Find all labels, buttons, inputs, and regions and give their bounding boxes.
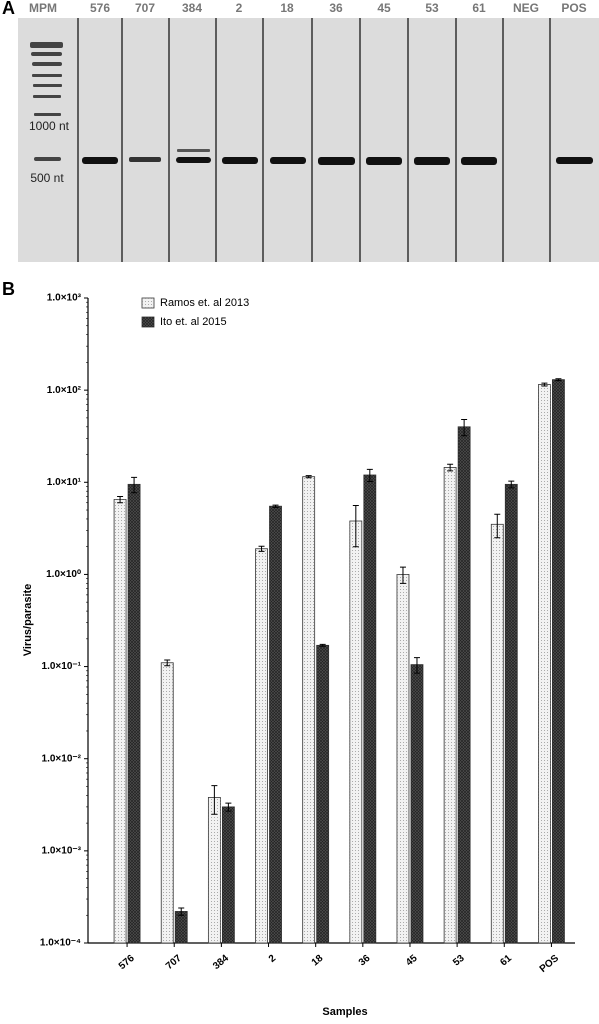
lane-label: 36 xyxy=(329,1,343,15)
error-bar xyxy=(413,657,420,674)
lane-labels: MPM 576 707 384 2 18 36 45 53 61 NEG POS xyxy=(29,1,587,15)
bar-texture xyxy=(410,664,423,943)
y-tick-label: 1.0×10⁻¹ xyxy=(42,661,82,672)
bar-texture xyxy=(222,806,235,943)
error-bar xyxy=(508,480,515,489)
legend-swatch-texture xyxy=(142,298,154,308)
lane-dividers xyxy=(77,18,551,262)
y-tick-label: 1.0×10⁻³ xyxy=(42,845,82,856)
error-bar xyxy=(319,643,326,647)
bar-texture xyxy=(269,506,282,943)
y-tick-label: 1.0×10² xyxy=(47,385,82,396)
lane-label: 576 xyxy=(90,1,110,15)
marker-label: 500 nt xyxy=(30,171,64,185)
error-bar xyxy=(272,504,279,508)
lane-label: MPM xyxy=(29,1,57,15)
bar-texture xyxy=(505,484,518,943)
error-bar xyxy=(211,785,218,815)
error-bar xyxy=(305,475,312,479)
error-bar xyxy=(117,496,124,504)
error-bar xyxy=(164,659,171,667)
bar-texture xyxy=(458,426,471,943)
error-bar xyxy=(225,802,232,812)
legend-label: Ito et. al 2015 xyxy=(160,316,227,328)
plot: 1.0×10⁻⁴ 1.0×10⁻³ 1.0×10⁻² 1.0×10⁻¹ 1.0×10⁰ 1… xyxy=(40,293,575,975)
error-bar xyxy=(541,382,548,387)
lane-label: 18 xyxy=(280,1,294,15)
error-bar xyxy=(258,545,265,552)
y-tick-label: 1.0×10³ xyxy=(47,293,82,304)
bar-texture xyxy=(396,574,409,943)
x-tick-label: 53 xyxy=(451,953,467,969)
lane-label: 61 xyxy=(472,1,486,15)
bar-texture xyxy=(363,474,376,943)
lane-label: 707 xyxy=(135,1,155,15)
panel-letter: A xyxy=(2,0,15,18)
marker-label: 1000 nt xyxy=(29,119,70,133)
ladder xyxy=(30,42,63,161)
gel xyxy=(18,18,599,262)
bar-texture xyxy=(316,645,329,943)
y-tick-label: 1.0×10⁰ xyxy=(46,569,81,580)
bar-texture xyxy=(444,467,457,943)
lane-label: 45 xyxy=(377,1,391,15)
y-tick-label: 1.0×10⁻⁴ xyxy=(40,938,81,949)
x-tick-label: 707 xyxy=(164,953,184,972)
gel-bands xyxy=(82,149,593,165)
lane-label: 384 xyxy=(182,1,202,15)
bar-texture xyxy=(114,499,127,943)
legend-swatch-texture xyxy=(142,317,154,327)
bar-texture xyxy=(552,379,565,943)
lane-label: POS xyxy=(561,1,586,15)
bar-texture xyxy=(538,384,551,943)
panel-letter: B xyxy=(2,279,15,299)
x-tick-label: 576 xyxy=(117,953,137,972)
bar-texture xyxy=(491,524,504,943)
x-tick-label: 61 xyxy=(498,953,514,969)
error-bar xyxy=(494,513,501,539)
error-bar xyxy=(178,907,185,916)
error-bar xyxy=(399,566,406,584)
error-bar xyxy=(366,468,373,482)
x-tick-label: 384 xyxy=(211,953,231,972)
y-tick-label: 1.0×10¹ xyxy=(47,477,82,488)
lane-label: 53 xyxy=(425,1,439,15)
x-tick-label: 18 xyxy=(310,953,326,969)
x-tick-label: 2 xyxy=(267,953,279,965)
y-axis-title: Virus/parasite xyxy=(22,584,34,657)
bar-texture xyxy=(349,521,362,943)
bar-texture xyxy=(161,662,174,943)
x-tick-label: POS xyxy=(538,953,562,975)
error-bar xyxy=(352,504,359,548)
y-tick-label: 1.0×10⁻² xyxy=(42,753,82,764)
bar-texture xyxy=(255,548,268,943)
error-bar xyxy=(131,476,138,494)
bar-texture xyxy=(208,797,221,943)
error-bar xyxy=(447,463,454,472)
lane-label: 2 xyxy=(236,1,243,15)
bar-texture xyxy=(302,476,315,943)
bar-texture xyxy=(128,484,141,943)
x-axis-title: Samples xyxy=(322,1006,367,1018)
error-bar xyxy=(555,378,562,382)
x-tick-label: 45 xyxy=(404,953,420,969)
lane-label: NEG xyxy=(513,1,539,15)
legend-label: Ramos et. al 2013 xyxy=(160,297,249,309)
x-tick-label: 36 xyxy=(357,953,373,969)
bar-texture xyxy=(175,911,188,943)
error-bar xyxy=(461,419,468,437)
